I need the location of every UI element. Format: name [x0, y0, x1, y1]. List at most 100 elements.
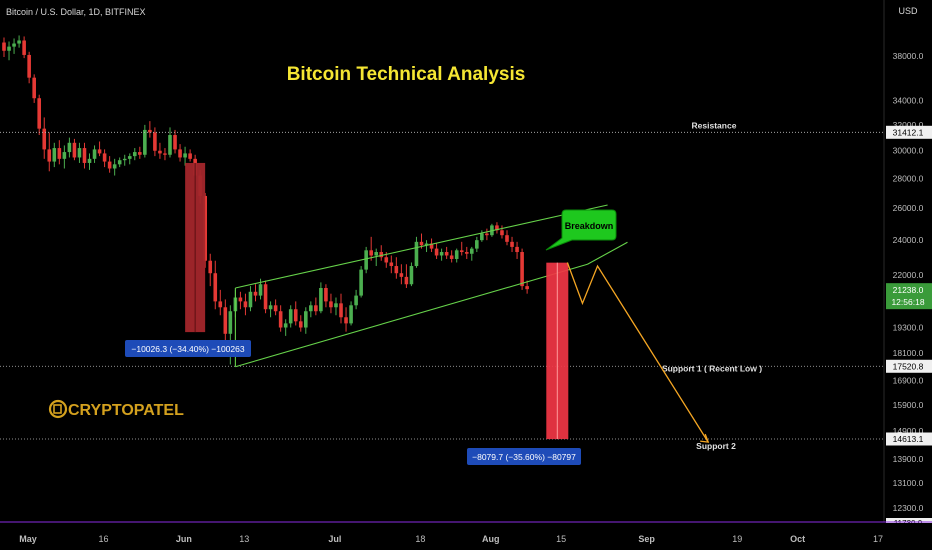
measure-label: −10026.3 (−34.40%) −100263 [131, 344, 244, 354]
time-axis[interactable]: May 16 Jun 13 Jul 18 Aug 15 Sep 19 Oct 17 [0, 523, 932, 550]
candle-body [379, 252, 384, 258]
candle-body [168, 135, 172, 155]
measure-label-box [467, 448, 581, 465]
candle-body [304, 311, 308, 328]
candle [288, 305, 293, 328]
candle [399, 264, 404, 285]
candle-body [485, 233, 489, 236]
candle-body [213, 273, 218, 302]
candle [52, 142, 57, 168]
candle-body [37, 98, 42, 129]
measure-label: −8079.7 (−35.60%) −80797 [472, 452, 576, 462]
candle [505, 230, 509, 246]
candle-body [520, 252, 524, 287]
candle [495, 222, 499, 234]
candle-body [500, 230, 504, 236]
candle-body [223, 307, 228, 334]
candle [480, 230, 484, 242]
candle [132, 148, 137, 161]
time-tick-label: Aug [482, 534, 500, 544]
price-tick-label: 24000.0 [893, 235, 924, 245]
candle-body [77, 148, 82, 158]
projection-line [566, 262, 709, 443]
candle [444, 246, 449, 259]
candle [188, 149, 192, 162]
candle-body [17, 40, 21, 44]
candle-body [2, 42, 6, 51]
candle-body [47, 149, 52, 162]
candle [439, 248, 444, 261]
candle [525, 280, 529, 294]
candle [92, 145, 97, 163]
level-label: Support 1 ( Recent Low ) [662, 363, 762, 373]
candle [117, 157, 122, 168]
candle [77, 142, 82, 163]
candle [203, 192, 207, 268]
candle-body [439, 252, 444, 256]
candle [263, 280, 268, 314]
level-label: Support 2 [696, 441, 736, 451]
candle-body [394, 266, 399, 274]
candle [57, 140, 62, 165]
candle-body [449, 255, 454, 259]
candle-body [329, 301, 333, 308]
candle [158, 142, 162, 159]
candle-body [183, 153, 187, 158]
price-tick-label: 12300.0 [893, 503, 924, 513]
candle-series [2, 35, 529, 365]
candle [148, 121, 152, 138]
candle-body [298, 321, 303, 328]
candle [359, 266, 363, 298]
candle [314, 297, 318, 316]
candle-body [117, 160, 122, 165]
candle [183, 146, 187, 166]
candle-body [344, 317, 348, 324]
candle-body [7, 46, 11, 51]
candle-body [132, 152, 137, 157]
candle [500, 225, 504, 239]
candle [354, 289, 358, 310]
candle-body [32, 77, 36, 99]
candle-body [309, 305, 313, 312]
candle-body [208, 260, 213, 274]
candle [178, 144, 182, 162]
candle-body [288, 309, 293, 324]
candle-body [389, 262, 394, 267]
candle [449, 250, 454, 263]
candle-body [404, 276, 409, 285]
candle-body [188, 153, 192, 159]
candle-body [268, 305, 273, 310]
candle [208, 253, 213, 287]
price-tick-label: 34000.0 [893, 96, 924, 106]
last-price-countdown: 12:56:18 [891, 297, 924, 307]
candle [82, 142, 87, 169]
candle [329, 293, 333, 314]
candle [238, 291, 243, 310]
candle [475, 236, 479, 253]
candle-body [369, 250, 373, 256]
candle-body [399, 273, 404, 277]
candle-body [243, 301, 248, 308]
price-tick-label: 28000.0 [893, 173, 924, 183]
candle [364, 246, 368, 274]
time-tick-label: 13 [239, 534, 249, 544]
candle [429, 238, 434, 253]
candle [138, 146, 142, 159]
candle-body [409, 266, 414, 285]
candle-body [374, 252, 379, 256]
projection-arrowhead [700, 433, 710, 443]
level-price-tag-text: 31412.1 [893, 127, 924, 137]
projection-path [566, 262, 710, 443]
candle-body [67, 142, 72, 153]
candle-body [414, 241, 419, 267]
candle-body [173, 135, 177, 150]
candle-body [525, 286, 529, 290]
time-tick-label: Jun [176, 534, 192, 544]
candle-body [364, 250, 368, 270]
time-tick-label: Oct [790, 534, 805, 544]
candle [374, 248, 379, 267]
candle [213, 260, 218, 310]
candle-body [253, 291, 258, 296]
candle-body [62, 152, 67, 159]
